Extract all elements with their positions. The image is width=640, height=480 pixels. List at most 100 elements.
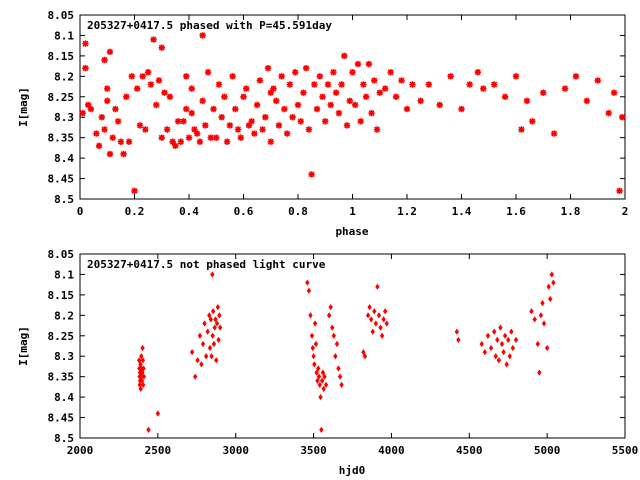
top-data-point	[166, 93, 174, 100]
bottom-y-tick-label: 8.5	[54, 432, 74, 445]
top-data-point	[281, 105, 288, 113]
top-data-point	[161, 89, 168, 96]
top-data-point	[382, 85, 389, 92]
top-data-point	[104, 97, 111, 105]
bottom-data-point	[384, 320, 389, 327]
top-data-point	[128, 73, 135, 80]
bottom-data-point	[546, 283, 551, 290]
top-data-point	[183, 105, 190, 113]
top-data-point	[466, 81, 473, 88]
top-x-tick-label: 0.6	[234, 205, 254, 218]
top-data-point	[106, 48, 114, 55]
top-data-point	[207, 134, 214, 141]
top-data-point	[619, 114, 626, 121]
top-data-point	[387, 69, 394, 76]
top-data-point	[332, 89, 340, 96]
bottom-data-point	[319, 426, 324, 433]
bottom-data-point	[319, 377, 325, 384]
top-data-point	[185, 134, 193, 141]
bottom-data-point	[488, 344, 494, 352]
top-data-point	[101, 56, 108, 64]
top-y-tick-label: 8.15	[48, 50, 75, 63]
bottom-x-tick-label: 5500	[612, 444, 639, 457]
top-data-point	[371, 77, 378, 84]
bottom-data-point	[378, 324, 383, 331]
top-data-point	[305, 126, 313, 133]
top-data-point	[616, 187, 623, 195]
top-data-point	[125, 138, 133, 145]
top-data-point	[234, 126, 242, 133]
bottom-y-tick-label: 8.1	[54, 268, 74, 281]
top-data-point	[403, 105, 411, 113]
top-y-tick-label: 8.3	[54, 111, 74, 124]
bottom-x-tick-label: 2500	[145, 444, 172, 457]
top-data-point	[221, 93, 228, 100]
bottom-y-tick-label: 8.35	[48, 371, 75, 384]
bottom-data-point	[548, 295, 553, 303]
top-y-tick-label: 8.5	[54, 193, 74, 206]
bottom-data-point	[141, 365, 146, 372]
bottom-data-point	[544, 344, 550, 352]
top-y-tick-label: 8.1	[54, 29, 74, 42]
top-data-point	[210, 105, 217, 113]
top-x-tick-label: 0.8	[288, 205, 308, 218]
bottom-data-point	[493, 353, 498, 360]
bottom-data-point	[216, 336, 221, 343]
phased-light-curve-panel: 205327+0417.5 phased with P=45.591day ph…	[17, 9, 628, 238]
top-data-point	[199, 97, 206, 105]
bottom-data-point	[504, 361, 509, 368]
top-data-point	[362, 93, 370, 100]
top-data-point	[223, 138, 231, 145]
bottom-data-point	[331, 332, 337, 339]
bottom-data-point	[379, 332, 385, 339]
top-data-point	[93, 130, 100, 137]
top-data-point	[264, 64, 272, 72]
top-data-point	[540, 89, 547, 96]
bottom-data-point	[499, 340, 505, 348]
bottom-data-point	[212, 324, 217, 331]
bottom-chart-title: 205327+0417.5 not phased light curve	[87, 258, 326, 271]
bottom-x-tick-label: 3500	[300, 444, 327, 457]
top-data-point	[158, 44, 165, 51]
top-data-point	[360, 81, 367, 88]
top-data-point	[123, 93, 130, 100]
top-data-point	[605, 109, 612, 117]
top-y-tick-label: 8.35	[48, 132, 75, 145]
bottom-data-point	[538, 312, 544, 319]
top-data-point	[251, 130, 258, 137]
bottom-data-point	[322, 373, 327, 380]
top-data-point	[267, 89, 274, 96]
bottom-data-point	[529, 308, 534, 315]
top-data-point	[98, 114, 105, 121]
top-data-point	[311, 81, 318, 88]
bottom-data-point	[498, 324, 503, 331]
top-data-point	[155, 77, 163, 84]
top-data-point	[518, 126, 525, 133]
top-data-point	[199, 32, 206, 39]
bottom-data-point	[217, 312, 222, 319]
top-data-point	[327, 101, 334, 109]
top-data-point	[117, 138, 125, 145]
top-x-axis-label: phase	[335, 225, 368, 238]
top-data-point	[253, 101, 261, 109]
top-data-point	[319, 93, 326, 100]
bottom-data-point	[141, 381, 146, 388]
bottom-data-point	[339, 381, 344, 388]
top-chart-title: 205327+0417.5 phased with P=45.591day	[87, 19, 332, 32]
top-data-point	[425, 81, 432, 88]
top-data-point	[349, 69, 356, 76]
bottom-data-point	[217, 324, 223, 331]
bottom-y-tick-label: 8.2	[54, 309, 74, 322]
bottom-data-point	[311, 353, 316, 360]
top-data-point	[142, 126, 149, 133]
top-data-point	[501, 93, 509, 100]
top-data-point	[594, 77, 601, 84]
top-data-point	[352, 101, 359, 109]
bottom-x-tick-label: 3000	[222, 444, 249, 457]
top-data-point	[392, 93, 400, 100]
bottom-data-point	[308, 312, 313, 319]
bottom-data-point	[315, 377, 320, 384]
top-y-tick-label: 8.45	[48, 173, 75, 186]
top-data-point	[82, 40, 89, 47]
top-data-point	[256, 77, 264, 84]
